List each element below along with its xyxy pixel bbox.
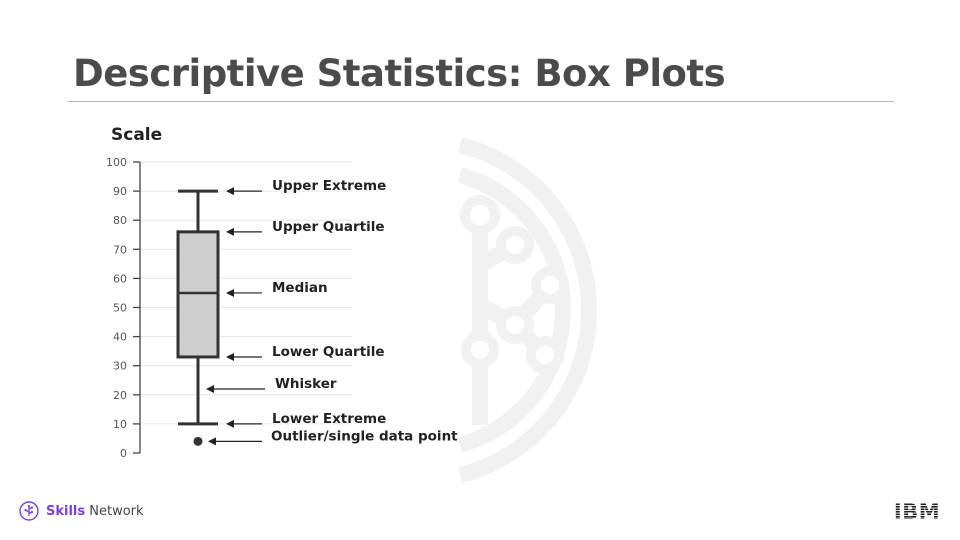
- skills-network-logo-icon: [19, 501, 39, 521]
- annotation-arrow-head-3: [226, 352, 234, 361]
- y-tick-label-10: 10: [113, 418, 127, 431]
- annotation-label-3: Lower Quartile: [272, 344, 385, 360]
- annotation-label-0: Upper Extreme: [272, 178, 386, 194]
- annotation-arrow-head-0: [226, 187, 234, 196]
- axis-title: Scale: [111, 125, 162, 145]
- y-tick-label-30: 30: [113, 360, 127, 373]
- y-tick-label-0: 0: [120, 447, 127, 460]
- annotation-arrow-head-5: [226, 419, 234, 428]
- annotation-label-1: Upper Quartile: [272, 219, 385, 235]
- annotation-arrow-head-4: [206, 384, 214, 393]
- y-tick-label-40: 40: [113, 331, 127, 344]
- y-axis: 0 10 20 30 40 50 60 70 80 90 100: [106, 156, 141, 460]
- annotations: Upper Extreme Upper Quartile Median Lower Q…: [206, 178, 458, 446]
- brand-name: Skills Network: [46, 504, 144, 519]
- annotation-label-4: Whisker: [275, 376, 337, 392]
- ibm-logo-text: IBM: [894, 501, 940, 521]
- interquartile-box: [176, 230, 220, 359]
- brand-name-bold: Skills: [46, 503, 86, 519]
- ibm-logo: IBM: [894, 501, 940, 521]
- y-tick-label-100: 100: [106, 156, 127, 169]
- y-tick-label-80: 80: [113, 214, 127, 227]
- annotation-arrow-head-2: [226, 288, 234, 297]
- annotation-arrow-head-1: [226, 227, 234, 236]
- brand-name-rest: Network: [85, 503, 144, 519]
- annotation-label-2: Median: [272, 280, 328, 296]
- title-divider: [67, 101, 894, 102]
- y-tick-label-90: 90: [113, 185, 127, 198]
- annotation-arrow-head-6: [208, 437, 216, 446]
- box-plot: [176, 189, 220, 446]
- y-tick-label-50: 50: [113, 302, 127, 315]
- y-tick-label-70: 70: [113, 243, 127, 256]
- network-tree-watermark-icon: [457, 137, 598, 483]
- outlier-point-0: [193, 436, 203, 446]
- annotation-label-6: Outlier/single data point: [271, 428, 458, 444]
- slide-title: Descriptive Statistics: Box Plots: [73, 52, 726, 95]
- y-tick-label-20: 20: [113, 389, 127, 402]
- annotation-label-5: Lower Extreme: [272, 411, 386, 427]
- y-tick-label-60: 60: [113, 272, 127, 285]
- skills-network-brand: Skills Network: [19, 500, 144, 522]
